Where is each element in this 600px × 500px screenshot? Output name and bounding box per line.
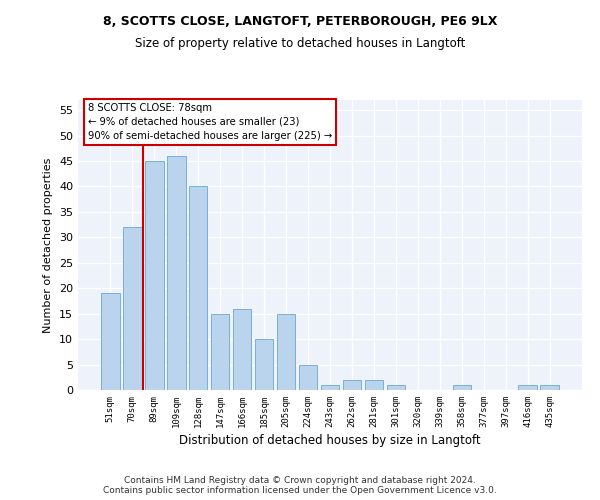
Bar — [277, 314, 295, 390]
Bar — [123, 227, 142, 390]
Bar — [299, 364, 317, 390]
Bar — [145, 161, 164, 390]
Bar — [518, 385, 537, 390]
Text: 8, SCOTTS CLOSE, LANGTOFT, PETERBOROUGH, PE6 9LX: 8, SCOTTS CLOSE, LANGTOFT, PETERBOROUGH,… — [103, 15, 497, 28]
Bar — [452, 385, 471, 390]
Text: 8 SCOTTS CLOSE: 78sqm
← 9% of detached houses are smaller (23)
90% of semi-detac: 8 SCOTTS CLOSE: 78sqm ← 9% of detached h… — [88, 103, 332, 141]
Bar — [233, 308, 251, 390]
Text: Contains HM Land Registry data © Crown copyright and database right 2024.
Contai: Contains HM Land Registry data © Crown c… — [103, 476, 497, 495]
Bar — [320, 385, 340, 390]
Bar — [365, 380, 383, 390]
Y-axis label: Number of detached properties: Number of detached properties — [43, 158, 53, 332]
Bar — [343, 380, 361, 390]
Bar — [167, 156, 185, 390]
Bar — [386, 385, 405, 390]
Bar — [255, 339, 274, 390]
Bar — [211, 314, 229, 390]
Bar — [541, 385, 559, 390]
Bar — [189, 186, 208, 390]
Text: Size of property relative to detached houses in Langtoft: Size of property relative to detached ho… — [135, 38, 465, 51]
X-axis label: Distribution of detached houses by size in Langtoft: Distribution of detached houses by size … — [179, 434, 481, 447]
Bar — [101, 294, 119, 390]
